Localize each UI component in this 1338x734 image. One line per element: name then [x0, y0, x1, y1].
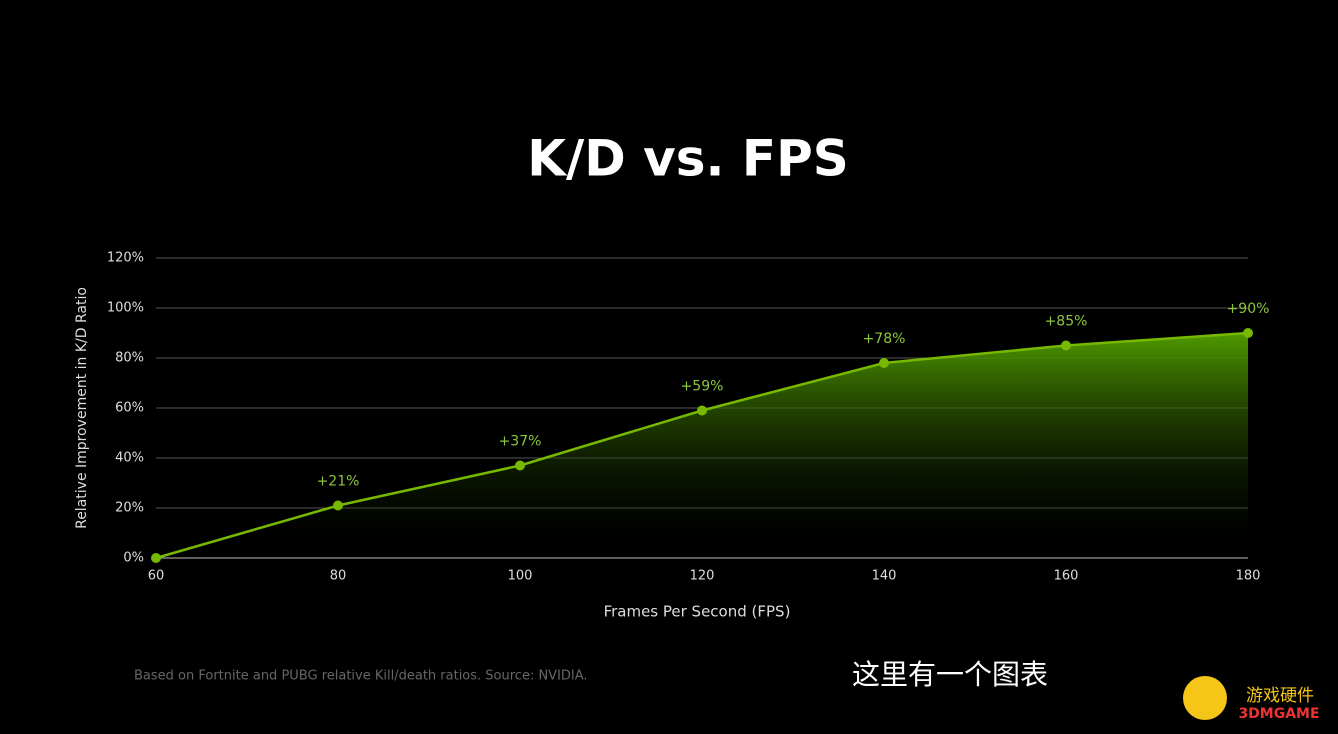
watermark-brand: 3DMGAME [1238, 706, 1319, 722]
point [1243, 328, 1253, 338]
y-axis-label: Relative Improvement in K/D Ratio [74, 287, 90, 529]
data-label: +85% [1045, 314, 1088, 330]
x-tick-label: 160 [1054, 569, 1079, 584]
y-tick-label: 120% [107, 251, 144, 266]
x-tick-label: 80 [330, 569, 347, 584]
watermark-logo [1183, 676, 1227, 720]
point [333, 500, 343, 511]
point [515, 460, 525, 471]
data-label: +21% [317, 474, 360, 490]
watermark-text: 游戏硬件 [1246, 686, 1314, 706]
y-tick-label: 80% [115, 351, 144, 366]
x-tick-label: 100 [508, 569, 533, 584]
point [151, 553, 161, 563]
chart-title: K/D vs. FPS [527, 130, 848, 188]
plot: 0% 20% 40% 60% 80% 100% 120% 60 80 100 120 140 160 18… [107, 251, 1270, 584]
x-tick-label: 180 [1236, 569, 1261, 584]
x-tick-label: 140 [872, 569, 897, 584]
point [697, 405, 707, 416]
y-tick-label: 60% [115, 401, 144, 416]
x-tick-label: 120 [690, 569, 715, 584]
x-tick-label: 60 [148, 569, 165, 584]
point [879, 358, 889, 368]
y-tick-label: 100% [107, 301, 144, 316]
data-label: +90% [1227, 301, 1270, 317]
caption: 这里有一个图表 [852, 658, 1048, 691]
y-tick-label: 40% [115, 451, 144, 466]
y-tick-label: 0% [123, 551, 144, 566]
area [156, 333, 1248, 558]
point [1061, 340, 1071, 351]
y-tick-label: 20% [115, 501, 144, 516]
x-axis-label: Frames Per Second (FPS) [604, 603, 791, 621]
data-label: +78% [863, 331, 906, 347]
data-label: +37% [499, 434, 542, 450]
data-label: +59% [681, 379, 724, 395]
footnote: Based on Fortnite and PUBG relative Kill… [134, 669, 588, 684]
